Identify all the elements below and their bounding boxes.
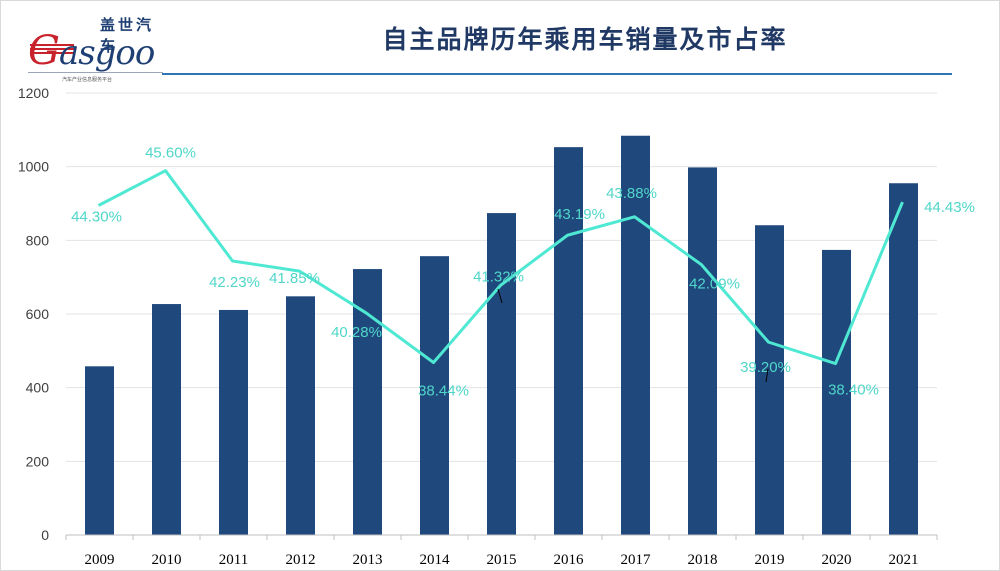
leader-line [765,368,769,383]
data-label: 44.30% [71,209,122,226]
y-tick-label: 1000 [18,159,49,175]
bar [487,213,516,535]
bar [688,167,717,536]
data-label: 43.88% [606,185,657,202]
logo-chinese-name: 盖世汽车 [100,16,155,55]
x-tick-label: 2014 [420,552,451,568]
data-label: 38.40% [828,382,879,399]
data-label: 41.85% [269,270,320,287]
data-label: 38.44% [418,382,469,399]
x-tick-label: 2013 [353,552,383,568]
logo-speed-stripes [30,44,74,58]
x-tick-label: 2019 [755,552,785,568]
x-tick-label: 2020 [822,552,852,568]
data-label: 43.19% [554,206,605,223]
bar [219,309,248,535]
data-label: 42.23% [209,274,260,291]
leader-line [497,288,503,304]
logo-tagline: 汽车产业信息服务平台 [62,77,113,83]
data-labels: 44.30% 45.60% 42.23% 41.85% 40.28% 38.44% 41.3… [71,145,975,400]
y-tick-label: 1200 [18,85,49,101]
x-tick-label: 2016 [554,552,585,568]
bar [554,147,583,535]
logo-english-name: Gasgoo [28,28,155,74]
data-label: 42.09% [689,276,740,293]
bar [420,256,449,535]
x-tick-label: 2015 [487,552,517,568]
y-tick-label: 600 [26,306,50,322]
bar [286,296,315,535]
data-label: 41.32% [473,268,524,285]
chart-title: 自主品牌历年乘用车销量及市占率 [382,25,788,54]
title-underline [162,73,952,75]
line-series [97,169,904,366]
share-line [97,169,904,366]
x-tick-label: 2021 [889,552,919,568]
logo-divider [28,72,163,73]
x-tick-label: 2009 [85,552,115,568]
y-axis-ticks: 0 200 400 600 800 1000 1200 [18,85,49,543]
data-label: 45.60% [145,145,196,162]
bar [621,135,650,535]
y-tick-label: 0 [41,527,49,543]
bar [755,225,784,535]
x-axis-ticks: 2009 2010 2011 2012 2013 2014 2015 2016 2017 2018… [65,535,938,568]
bar [822,249,851,535]
data-label: 39.20% [740,359,791,376]
bar-series [85,135,918,536]
x-tick-label: 2018 [688,552,718,568]
bar [889,183,918,535]
y-tick-label: 400 [26,380,50,396]
x-tick-label: 2010 [152,552,182,568]
bar [85,366,114,535]
y-tick-label: 800 [26,232,50,248]
x-tick-label: 2011 [219,552,248,568]
bar [152,304,181,535]
y-tick-label: 200 [26,453,50,469]
x-tick-label: 2012 [286,552,316,568]
x-tick-label: 2017 [621,552,652,568]
gasgoo-logo: 盖世汽车 Gasgoo 汽车产业信息服务平台 [28,14,168,84]
data-label: 44.43% [924,199,975,216]
data-label: 40.28% [331,324,382,341]
